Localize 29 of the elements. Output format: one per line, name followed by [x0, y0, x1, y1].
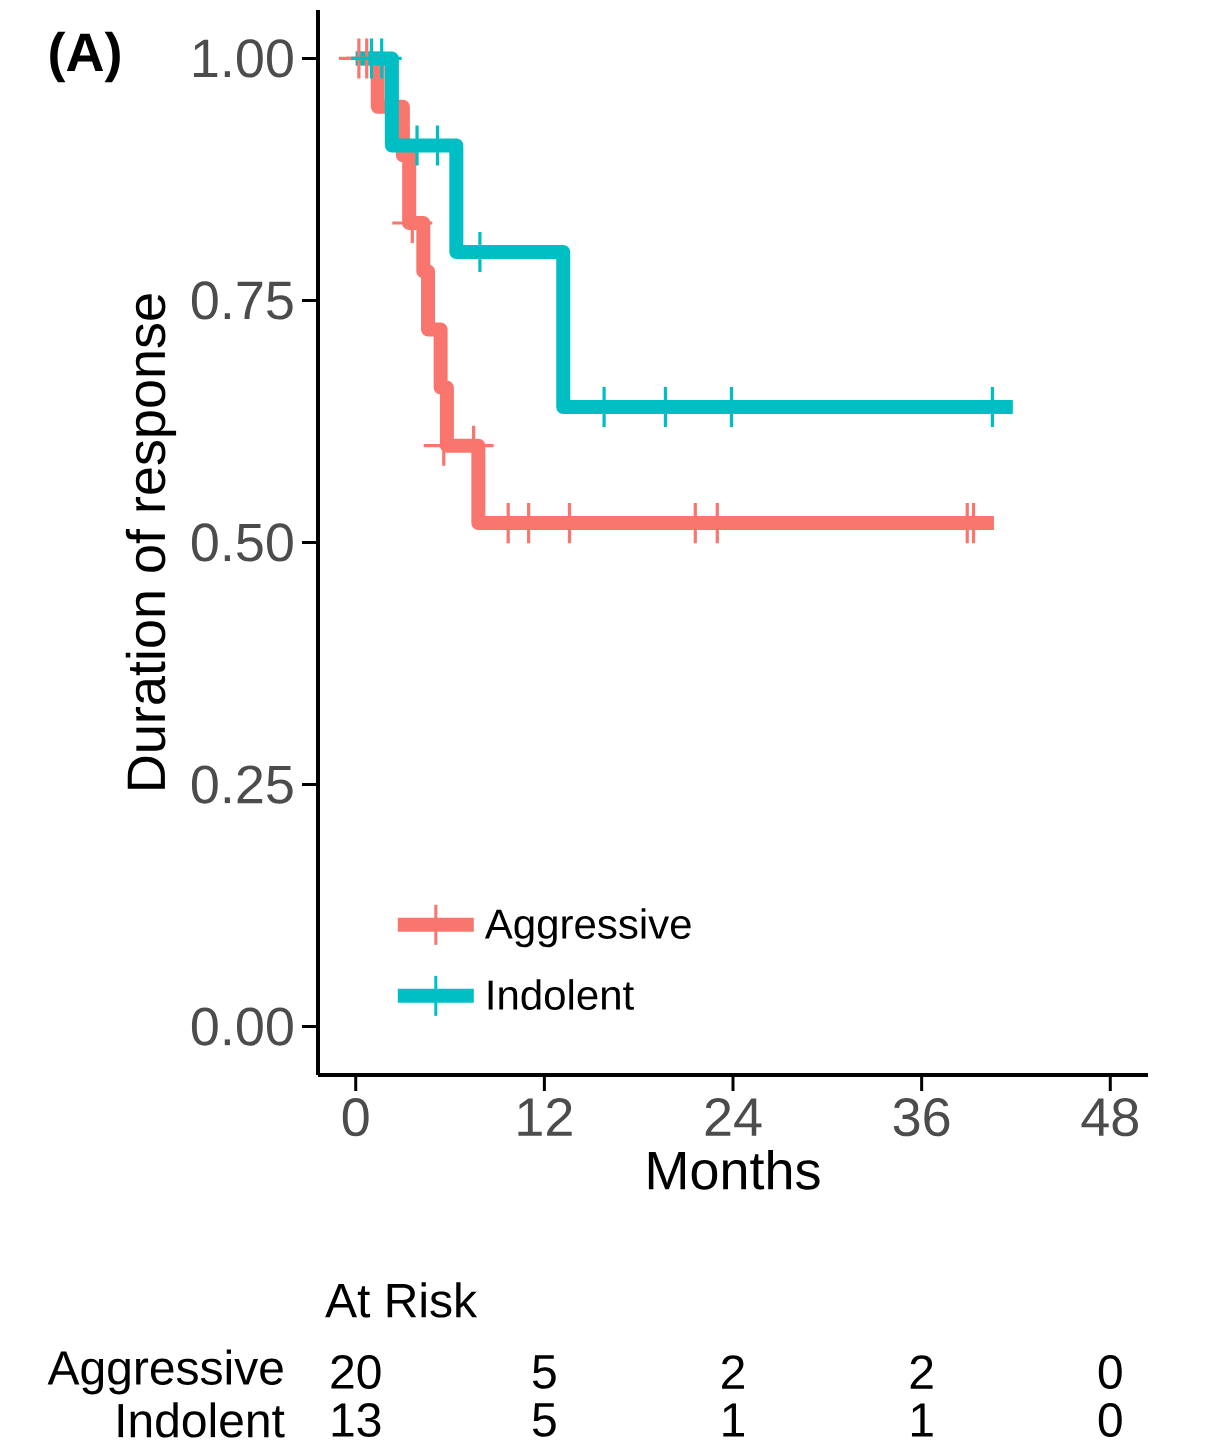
point — [361, 38, 402, 79]
text: 0 — [1098, 1403, 1122, 1437]
text: Indolent — [118, 1402, 285, 1438]
text: 2 — [722, 1355, 744, 1389]
text: 1 — [911, 1403, 933, 1437]
text: 13 — [332, 1403, 381, 1437]
x-tick-label: 48 — [1081, 1098, 1138, 1137]
text: 1 — [723, 1403, 744, 1437]
legend-label: Aggressive — [484, 908, 691, 948]
y-tick-label: 0.25 — [191, 765, 293, 804]
text: 0 — [1098, 1355, 1122, 1389]
x-tick-label: 0 — [342, 1098, 369, 1137]
y-tick-label: 0.75 — [191, 281, 293, 320]
x-tick-label: 36 — [893, 1098, 950, 1137]
text: Aggressive — [47, 1349, 283, 1395]
text: 5 — [532, 1355, 556, 1389]
y-tick-label: 0.00 — [191, 1007, 293, 1046]
text: 2 — [910, 1355, 933, 1389]
x-tick-label: 12 — [518, 1098, 572, 1136]
y-tick-label: 1.00 — [193, 39, 293, 78]
y-axis-title: Duration of response — [125, 294, 177, 789]
y-tick-label: 0.50 — [191, 523, 293, 562]
text: (A) — [50, 31, 120, 83]
x-tick-label: 24 — [705, 1098, 762, 1136]
x-axis-title: Months — [648, 1150, 820, 1190]
text: 20 — [331, 1355, 381, 1389]
text: 5 — [532, 1403, 556, 1437]
legend-label: Indolent — [488, 979, 634, 1010]
text: At Risk — [325, 1282, 478, 1318]
